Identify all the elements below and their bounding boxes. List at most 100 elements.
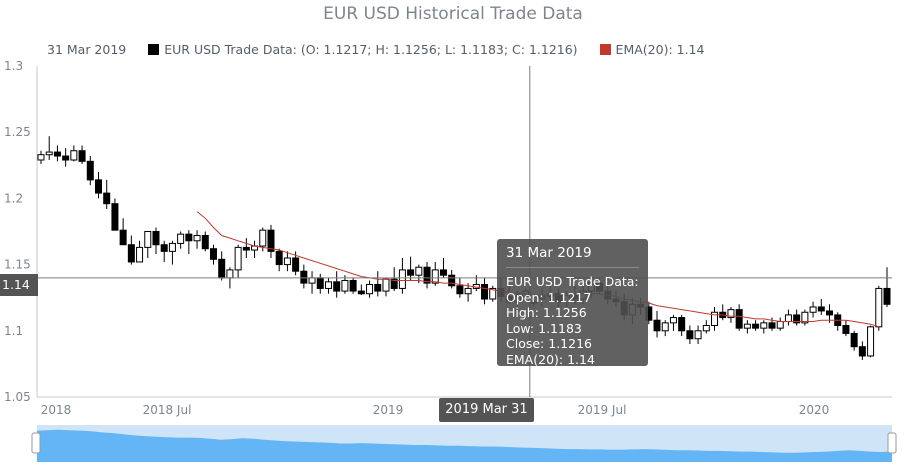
candle[interactable] bbox=[333, 271, 341, 298]
candle[interactable] bbox=[160, 240, 168, 262]
legend-ohlc-swatch bbox=[148, 44, 160, 55]
candle[interactable] bbox=[185, 230, 193, 255]
candle[interactable] bbox=[374, 271, 382, 297]
candle[interactable] bbox=[686, 325, 694, 345]
candle[interactable] bbox=[152, 227, 160, 255]
candle[interactable] bbox=[45, 136, 53, 161]
candle[interactable] bbox=[119, 218, 127, 246]
candle[interactable] bbox=[349, 277, 357, 294]
candle[interactable] bbox=[423, 261, 431, 289]
candle[interactable] bbox=[875, 285, 883, 331]
candle[interactable] bbox=[727, 306, 735, 323]
legend-ohlc-label[interactable]: EUR USD Trade Data: (O: 1.1217; H: 1.125… bbox=[164, 42, 578, 57]
candle[interactable] bbox=[242, 238, 250, 258]
chart-title: EUR USD Historical Trade Data bbox=[323, 4, 583, 24]
candle[interactable] bbox=[661, 320, 669, 337]
candle[interactable] bbox=[390, 267, 398, 292]
candle[interactable] bbox=[308, 271, 316, 294]
y-tick-label: 1.05 bbox=[4, 390, 31, 404]
candle[interactable] bbox=[218, 251, 226, 281]
candle[interactable] bbox=[53, 145, 61, 162]
candle[interactable] bbox=[111, 198, 119, 231]
y-tick-label: 1.25 bbox=[4, 125, 31, 139]
candle[interactable] bbox=[678, 314, 686, 337]
tooltip: 31 Mar 2019 EUR USD Trade Data: Open: 1.… bbox=[497, 239, 648, 367]
candle[interactable] bbox=[883, 267, 891, 307]
candle[interactable] bbox=[776, 317, 784, 331]
candle[interactable] bbox=[489, 285, 497, 302]
candle[interactable] bbox=[456, 277, 464, 298]
y-tick-label: 1.15 bbox=[4, 258, 31, 272]
candle[interactable] bbox=[209, 244, 217, 265]
candle[interactable] bbox=[481, 277, 489, 305]
candle[interactable] bbox=[251, 240, 259, 258]
candle[interactable] bbox=[760, 320, 768, 334]
candle[interactable] bbox=[193, 230, 201, 249]
candle[interactable] bbox=[316, 273, 324, 294]
candlestick-series[interactable] bbox=[37, 136, 891, 360]
candle[interactable] bbox=[784, 309, 792, 326]
candle[interactable] bbox=[407, 256, 415, 281]
candle[interactable] bbox=[366, 280, 374, 298]
candle[interactable] bbox=[743, 320, 751, 334]
candle[interactable] bbox=[201, 231, 209, 252]
candle[interactable] bbox=[136, 240, 144, 263]
candle[interactable] bbox=[382, 277, 390, 297]
candle[interactable] bbox=[801, 309, 809, 326]
candle[interactable] bbox=[234, 244, 242, 278]
scroller-left-thumb[interactable] bbox=[31, 432, 41, 454]
x-axis: 2018 2018 Jul 2019 2019 Jul 2020 bbox=[37, 396, 892, 417]
candle[interactable] bbox=[127, 235, 135, 265]
candle[interactable] bbox=[448, 269, 456, 289]
candle[interactable] bbox=[752, 320, 760, 331]
candle[interactable] bbox=[809, 301, 817, 318]
legend-ema-label[interactable]: EMA(20): 1.14 bbox=[615, 42, 705, 57]
tooltip-open: Open: 1.1217 bbox=[506, 289, 592, 305]
candle[interactable] bbox=[168, 240, 176, 265]
x-tick-label: 2020 bbox=[799, 403, 830, 417]
tooltip-low: Low: 1.1183 bbox=[506, 320, 582, 336]
candle[interactable] bbox=[653, 310, 661, 338]
y-tick-label: 1.1 bbox=[4, 324, 23, 338]
tooltip-ema: EMA(20): 1.14 bbox=[506, 351, 595, 367]
scroller[interactable] bbox=[31, 425, 897, 462]
candle[interactable] bbox=[711, 306, 719, 331]
candle[interactable] bbox=[275, 248, 283, 272]
candle[interactable] bbox=[858, 341, 866, 360]
candle[interactable] bbox=[324, 277, 332, 294]
candle[interactable] bbox=[867, 325, 875, 358]
candle[interactable] bbox=[357, 284, 365, 296]
candle[interactable] bbox=[842, 320, 850, 337]
candle[interactable] bbox=[694, 325, 702, 345]
candle[interactable] bbox=[669, 314, 677, 331]
candle[interactable] bbox=[439, 257, 447, 278]
candle[interactable] bbox=[793, 309, 801, 326]
y-tick-label: 1.2 bbox=[4, 191, 23, 205]
candle[interactable] bbox=[62, 148, 70, 167]
candle[interactable] bbox=[78, 145, 86, 164]
candle[interactable] bbox=[300, 264, 308, 289]
legend-ema-swatch bbox=[599, 44, 611, 55]
candle[interactable] bbox=[817, 299, 825, 315]
candle[interactable] bbox=[144, 231, 152, 258]
candle[interactable] bbox=[177, 231, 185, 249]
crosshair-y-label: 1.14 bbox=[0, 274, 38, 296]
candle[interactable] bbox=[834, 312, 842, 331]
candle[interactable] bbox=[283, 251, 291, 272]
x-tick-label: 2018 bbox=[41, 403, 72, 417]
candle[interactable] bbox=[398, 257, 406, 294]
candle[interactable] bbox=[86, 156, 94, 186]
candle[interactable] bbox=[70, 145, 78, 162]
candle[interactable] bbox=[735, 304, 743, 331]
scroller-series bbox=[37, 429, 892, 462]
candle[interactable] bbox=[37, 150, 45, 164]
candle[interactable] bbox=[702, 320, 710, 334]
candle[interactable] bbox=[719, 304, 727, 321]
scroller-right-thumb[interactable] bbox=[887, 432, 897, 454]
candle[interactable] bbox=[103, 179, 111, 209]
candle[interactable] bbox=[267, 224, 275, 258]
candle[interactable] bbox=[94, 171, 102, 199]
legend: 31 Mar 2019 EUR USD Trade Data: (O: 1.12… bbox=[47, 42, 704, 57]
y-tick-label: 1.3 bbox=[4, 59, 23, 73]
candle[interactable] bbox=[850, 330, 858, 351]
